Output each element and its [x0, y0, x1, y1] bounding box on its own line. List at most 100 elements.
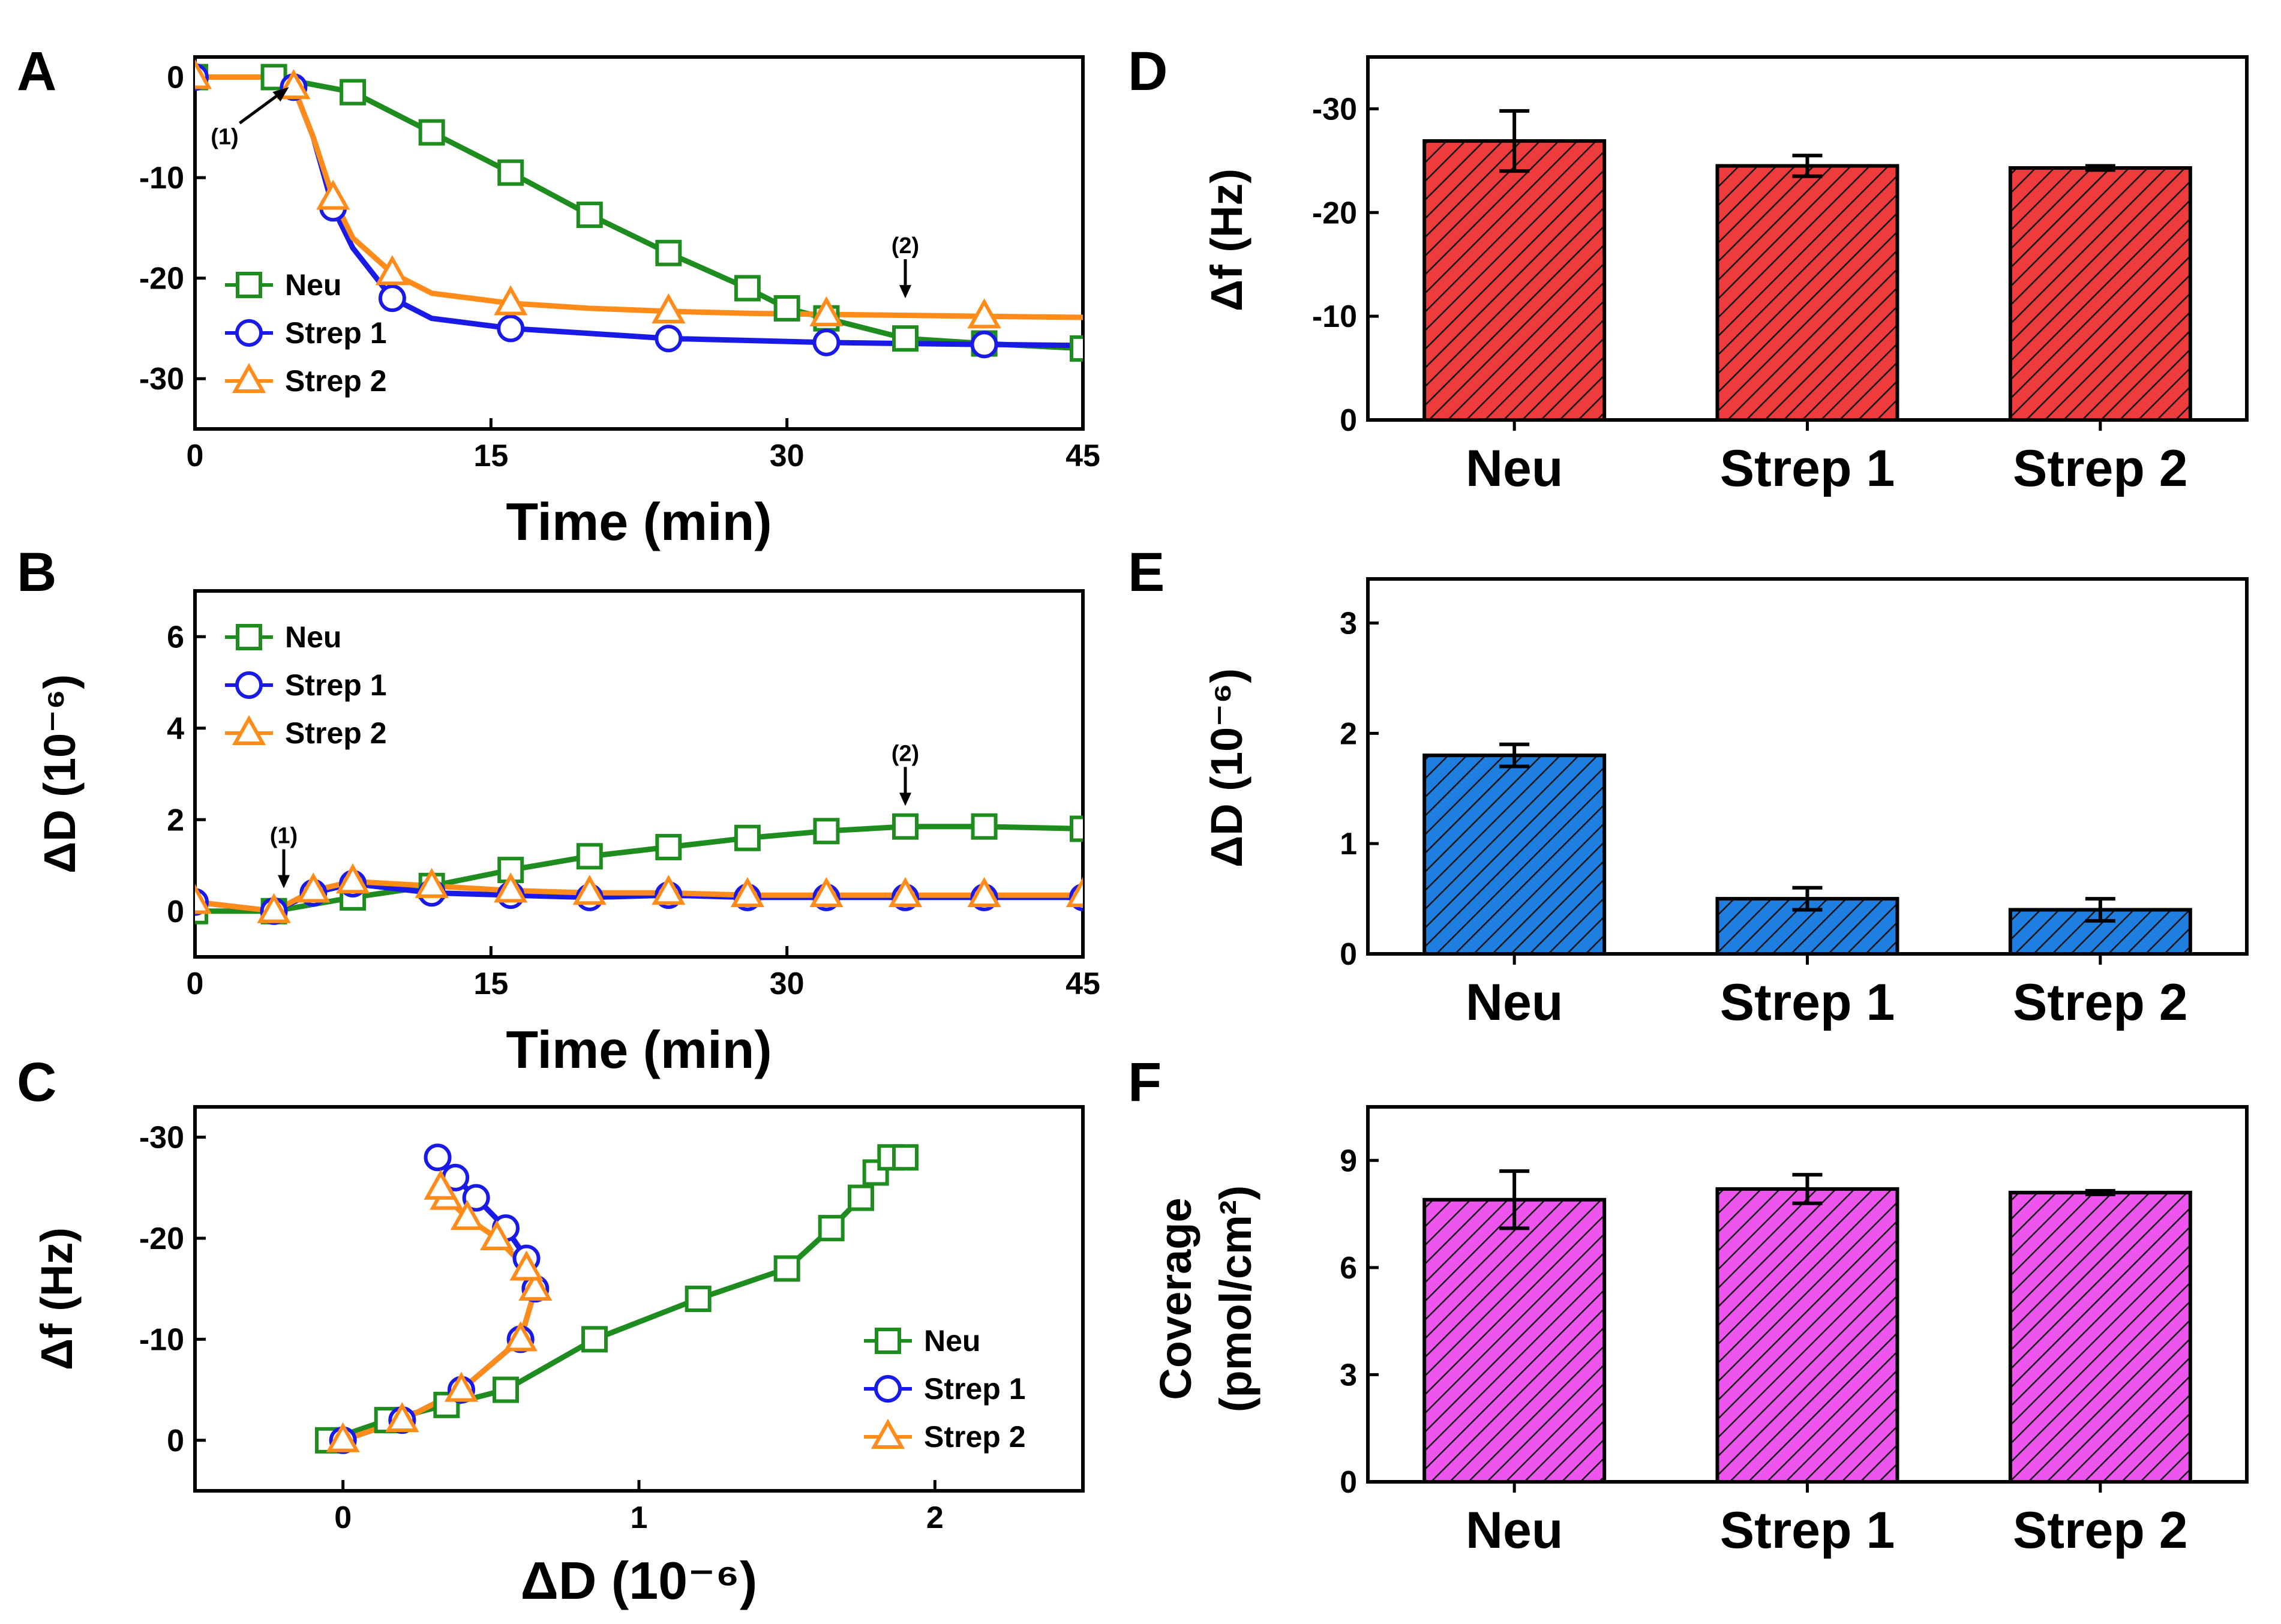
panel-c-xtick-label: 2 [926, 1500, 944, 1535]
panel-c-point-neu [818, 1215, 845, 1242]
panel-a-ytick-label: -20 [139, 262, 184, 296]
panel-c-point-strep-1 [424, 1143, 452, 1172]
panel-a-frame [193, 55, 1085, 431]
panel-d-ytick-label: -30 [1312, 92, 1357, 127]
panel-a-legend-label-strep-1: Strep 1 [285, 316, 387, 350]
panel-d-category-label-strep-1: Strep 1 [1720, 440, 1895, 497]
panel-e-bar-chart: 0 1 2 3 Neu Strep 1 Strep 2 ΔD (10⁻⁶) [1202, 577, 2249, 1031]
panel-b-ytick-label: 6 [167, 620, 184, 655]
panel-a-xtick-label: 45 [1066, 439, 1100, 473]
panel-c-point-strep-2 [450, 1200, 484, 1230]
panel-a-point-strep-2 [375, 255, 410, 286]
panel-label-b: B [17, 542, 56, 603]
panel-e-ytick-label: 0 [1340, 937, 1357, 972]
panel-c-point-strep-2 [509, 1250, 544, 1281]
panel-c-ytick-label: -30 [139, 1121, 184, 1155]
panel-d-bar-neu [1422, 139, 1607, 422]
panel-b-point-neu [1070, 815, 1083, 842]
panel-e-ticks: 0 1 2 3 [1340, 607, 1379, 972]
panel-b-x-axis-title: Time (min) [506, 1020, 772, 1079]
panel-a-point-strep-2 [967, 298, 1001, 329]
panel-a-point-strep-2 [652, 293, 686, 323]
panel-a-point-neu [418, 119, 445, 146]
panel-f-bar-strep-1 [1715, 1187, 1899, 1484]
panel-b-point-strep-2 [335, 863, 370, 894]
panel-e-category-label-strep-2: Strep 2 [2013, 974, 2188, 1031]
panel-c-legend: Neu Strep 1 Strep 2 [864, 1324, 1026, 1454]
panel-d-bars: Neu Strep 1 Strep 2 [1422, 109, 2192, 497]
panel-c-ytick-label: -10 [139, 1322, 184, 1357]
panel-b-annotation-1: (1) [270, 824, 298, 849]
panel-b-xtick-label: 30 [770, 966, 805, 1001]
panel-e-ytick-label: 3 [1340, 607, 1357, 641]
panel-b-xtick-label: 0 [187, 966, 204, 1001]
panel-c-point-strep-2 [518, 1271, 553, 1301]
panel-c-point-strep-2 [480, 1220, 514, 1250]
panel-a-annotation-1: (1) [211, 124, 238, 149]
panel-d-ticks: 0 -10 -20 -30 [1312, 92, 1379, 438]
panel-b-legend-marker-neu [236, 624, 262, 650]
panel-f-category-label-neu: Neu [1466, 1502, 1563, 1559]
panel-a-xtick-label: 30 [770, 439, 805, 473]
panel-b-point-neu [497, 857, 524, 884]
panel-c-point-neu [892, 1144, 919, 1171]
panel-a-point-strep-2 [195, 59, 212, 89]
panel-c-point-neu [493, 1376, 519, 1403]
panel-b-annotation-2-arrowhead [899, 793, 911, 806]
panel-f-bar-neu [1422, 1197, 1607, 1484]
panel-c-xtick-label: 1 [631, 1500, 648, 1535]
panel-b-point-strep-2 [730, 876, 765, 908]
panel-a-point-neu [497, 159, 524, 186]
panel-c-series [315, 1143, 919, 1454]
panel-c-ticks: 0 1 2 0 -10 -20 -30 [139, 1121, 944, 1535]
panel-a-annotation-2: (2) [892, 233, 919, 259]
panel-a-series-strep-2-line [195, 74, 1083, 320]
panel-a-point-neu [773, 295, 800, 322]
panel-f-category-label-strep-1: Strep 1 [1720, 1502, 1895, 1559]
panel-f-ytick-label: 6 [1340, 1251, 1357, 1286]
panel-c-legend-label-neu: Neu [924, 1324, 980, 1358]
panel-c-x-axis-title: ΔD (10⁻⁶) [521, 1551, 758, 1610]
panel-c-point-strep-2 [326, 1422, 360, 1452]
panel-c-y-axis-title: Δf (Hz) [32, 1227, 82, 1370]
panel-b-y-axis-title: ΔD (10⁻⁶) [35, 674, 85, 873]
panel-a-ytick-label: -30 [139, 362, 184, 397]
panel-label-f: F [1128, 1052, 1161, 1113]
panel-e-y-axis-title: ΔD (10⁻⁶) [1202, 668, 1251, 867]
panel-a-point-neu [734, 275, 761, 302]
panel-a-point-neu [655, 239, 682, 266]
panel-b-point-strep-2 [257, 893, 291, 923]
panel-a-point-strep-1 [378, 284, 406, 313]
panel-b-point-strep-2 [415, 867, 449, 898]
panel-a-point-strep-1 [812, 328, 841, 356]
panel-f-bar-strep-2 [2008, 1190, 2192, 1484]
panel-f-y-axis-title-units: (pmol/cm²) [1211, 1185, 1260, 1412]
panel-a-x-axis-title: Time (min) [506, 492, 772, 551]
panel-a-annotation-1-arrowhead [272, 87, 289, 102]
panel-a-point-strep-2 [277, 69, 311, 100]
panel-a-ticks: 0 15 30 45 0 -10 -20 -30 [139, 61, 1100, 473]
panel-b-ytick-label: 0 [167, 894, 184, 929]
panel-a-legend: Neu Strep 1 Strep 2 [225, 268, 387, 398]
panel-b-point-strep-2 [652, 875, 686, 905]
panel-c-ytick-label: 0 [167, 1424, 184, 1458]
panel-e-category-label-neu: Neu [1466, 974, 1563, 1031]
panel-b-series [195, 813, 1083, 925]
panel-b-point-neu [971, 813, 998, 840]
panel-b-point-strep-2 [809, 876, 844, 908]
panel-a-ytick-label: 0 [167, 61, 184, 95]
panel-d-ytick-label: -20 [1312, 196, 1357, 230]
panel-label-e: E [1128, 542, 1164, 603]
panel-a-legend-marker-strep-1 [235, 319, 263, 347]
panel-b-point-neu [892, 813, 919, 840]
panel-b-point-strep-2 [888, 876, 923, 908]
panel-c-point-strep-2 [503, 1321, 538, 1352]
panel-a-point-neu [1070, 335, 1083, 362]
panel-b-legend: Neu Strep 1 Strep 2 [225, 620, 387, 750]
panel-d-category-label-strep-2: Strep 2 [2013, 440, 2188, 497]
panel-c-legend-label-strep-1: Strep 1 [924, 1372, 1026, 1406]
panel-f-ytick-label: 9 [1340, 1143, 1357, 1178]
panel-f-ytick-label: 3 [1340, 1358, 1357, 1392]
